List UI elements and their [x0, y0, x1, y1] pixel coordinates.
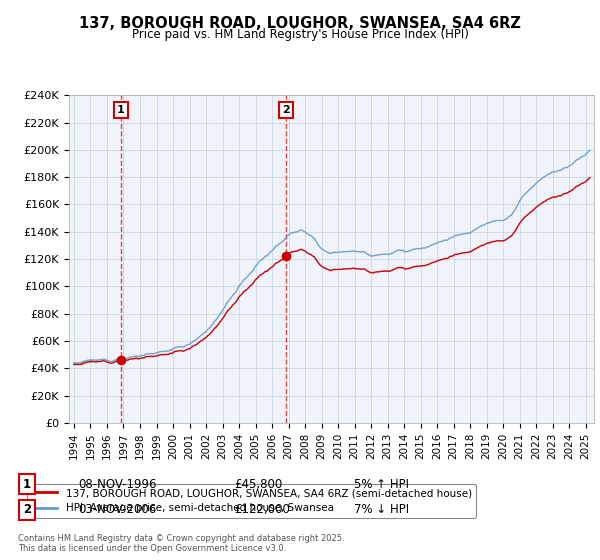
Text: 137, BOROUGH ROAD, LOUGHOR, SWANSEA, SA4 6RZ: 137, BOROUGH ROAD, LOUGHOR, SWANSEA, SA4…: [79, 16, 521, 31]
Text: 03-NOV-2006: 03-NOV-2006: [78, 503, 156, 516]
Text: 7% ↓ HPI: 7% ↓ HPI: [354, 503, 409, 516]
Text: 1: 1: [23, 478, 31, 491]
Text: 08-NOV-1996: 08-NOV-1996: [78, 478, 157, 491]
Text: 2: 2: [23, 503, 31, 516]
Bar: [69, 95, 594, 423]
Bar: [69, 95, 594, 423]
Text: £122,000: £122,000: [234, 503, 290, 516]
Text: Contains HM Land Registry data © Crown copyright and database right 2025.
This d: Contains HM Land Registry data © Crown c…: [18, 534, 344, 553]
Text: £45,800: £45,800: [234, 478, 282, 491]
Legend: 137, BOROUGH ROAD, LOUGHOR, SWANSEA, SA4 6RZ (semi-detached house), HPI: Average: 137, BOROUGH ROAD, LOUGHOR, SWANSEA, SA4…: [27, 484, 476, 517]
Text: 5% ↑ HPI: 5% ↑ HPI: [354, 478, 409, 491]
Text: 1: 1: [117, 105, 125, 115]
Text: 2: 2: [282, 105, 290, 115]
Text: Price paid vs. HM Land Registry's House Price Index (HPI): Price paid vs. HM Land Registry's House …: [131, 28, 469, 41]
